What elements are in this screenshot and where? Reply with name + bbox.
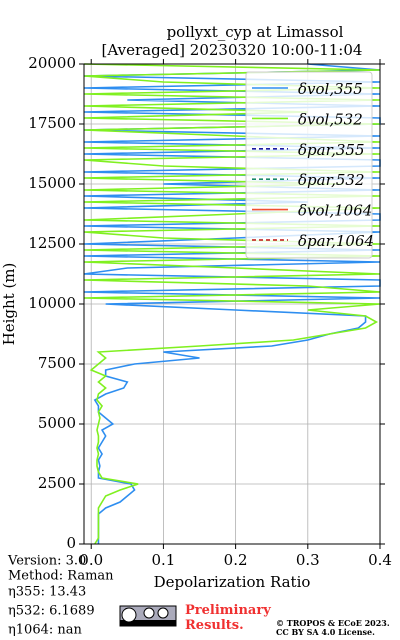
y-tick-label: 7500 [38, 354, 76, 372]
y-tick-label: 0 [66, 534, 76, 552]
chart-title: pollyxt_cyp at Limassol [167, 23, 344, 41]
legend-label: δpar,532 [298, 171, 365, 189]
legend-box [245, 71, 373, 259]
y-tick-label: 2500 [38, 474, 76, 492]
legend-label: δvol,355 [298, 80, 363, 98]
info-text: η532: 6.1689 [8, 604, 95, 619]
y-axis-label: Height (m) [0, 263, 18, 346]
license-text: © TROPOS & ECoE 2023. [276, 618, 390, 628]
info-text: η1064: nan [8, 623, 83, 638]
y-tick-label: 20000 [28, 54, 76, 72]
license-text: CC BY SA 4.0 License. [276, 627, 375, 637]
profile-line [83, 63, 381, 544]
x-axis-label: Depolarization Ratio [154, 573, 311, 591]
legend-label: δvol,1064 [298, 202, 372, 220]
x-tick-label: 0.2 [224, 551, 248, 569]
cc-logo [119, 605, 177, 627]
info-text: Version: 3.0 [7, 554, 86, 569]
chart-title: [Averaged] 20230320 10:00-11:04 [102, 41, 363, 59]
x-tick-label: 0.3 [296, 551, 320, 569]
y-tick-label: 12500 [28, 234, 76, 252]
y-tick-label: 5000 [38, 414, 76, 432]
info-text: Method: Raman [8, 569, 114, 584]
y-tick-label: 10000 [28, 294, 76, 312]
legend-label: δvol,532 [298, 110, 363, 128]
y-tick-label: 17500 [28, 114, 76, 132]
legend-label: δpar,1064 [298, 232, 374, 250]
legend-label: δpar,355 [298, 141, 365, 159]
notice-text: Preliminary Results. [185, 603, 275, 633]
legend: δvol,355 δvol,532 δpar,355 δpar,532 δvol,106… [245, 71, 374, 259]
plot-frame [83, 63, 381, 545]
info-text: η355: 13.43 [8, 585, 86, 600]
x-tick-label: 0.1 [151, 551, 175, 569]
y-tick-label: 15000 [28, 174, 76, 192]
x-tick-label: 0.4 [368, 551, 392, 569]
x-tick-label: 0.0 [79, 551, 103, 569]
